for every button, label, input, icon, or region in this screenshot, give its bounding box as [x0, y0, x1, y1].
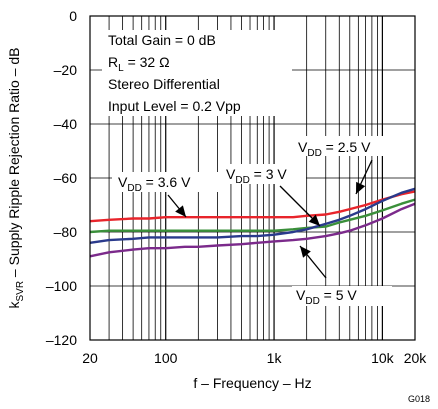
series-annotation: VDD = 3.6 V — [118, 174, 191, 194]
tick-labels: 20 100 1k 10k 20k 0 –20 –40 –60 –80 –100 –120 — [46, 8, 427, 366]
y-axis-title-main: k — [6, 301, 22, 309]
annotation-background — [220, 164, 306, 184]
x-tick-label: 10k — [371, 350, 395, 366]
annotation-arrow-head — [356, 181, 366, 194]
y-tick-label: 0 — [69, 8, 77, 24]
series-annotation: VDD = 3 V — [226, 166, 287, 186]
plot-frame — [89, 15, 416, 341]
annotation-background — [292, 136, 412, 156]
series-annotation: VDD = 5 V — [296, 287, 357, 307]
y-tick-label: –20 — [54, 62, 78, 78]
annotations: VDD = 3.6 V VDD = 3 V VDD = 2.5 V VDD = 5 V — [112, 136, 412, 307]
figure-id: G018 — [408, 394, 430, 404]
x-tick-label: 20 — [82, 350, 98, 366]
y-tick-label: –120 — [46, 332, 77, 348]
conditions-background — [102, 30, 292, 116]
y-tick-label: –80 — [54, 224, 78, 240]
x-tick-label: 1k — [267, 350, 283, 366]
series-line — [89, 187, 416, 244]
condition-text: Total Gain = 0 dB — [108, 32, 216, 48]
x-axis-title: f – Frequency – Hz — [193, 375, 311, 391]
annotation-background — [112, 172, 230, 192]
annotation-arrow-head — [175, 205, 186, 217]
y-axis-title-rest: – Supply Ripple Rejection Ratio – dB — [6, 47, 22, 280]
y-axis-title: kSVR – Supply Ripple Rejection Ratio – d… — [6, 47, 26, 308]
annotation-background — [292, 286, 392, 306]
condition-text: Stereo Differential — [108, 76, 220, 92]
series-line — [89, 190, 416, 223]
y-tick-label: –40 — [54, 116, 78, 132]
series-line — [89, 198, 416, 234]
x-tick-label: 20k — [404, 350, 428, 366]
annotation-arrow-head — [308, 214, 320, 226]
x-tick-label: 100 — [154, 350, 178, 366]
y-tick-label: –60 — [54, 170, 78, 186]
condition-text: Input Level = 0.2 Vpp — [108, 98, 241, 114]
annotation-arrow-head — [300, 246, 311, 258]
y-axis-title-sub: SVR — [15, 281, 26, 302]
series-line — [89, 202, 416, 258]
condition-text: RL = 32 Ω — [108, 54, 170, 74]
series-annotation: VDD = 2.5 V — [298, 139, 371, 159]
series-lines — [89, 187, 416, 258]
y-tick-label: –100 — [46, 278, 77, 294]
test-conditions: Total Gain = 0 dB RL = 32 Ω Stereo Differe… — [102, 30, 292, 116]
